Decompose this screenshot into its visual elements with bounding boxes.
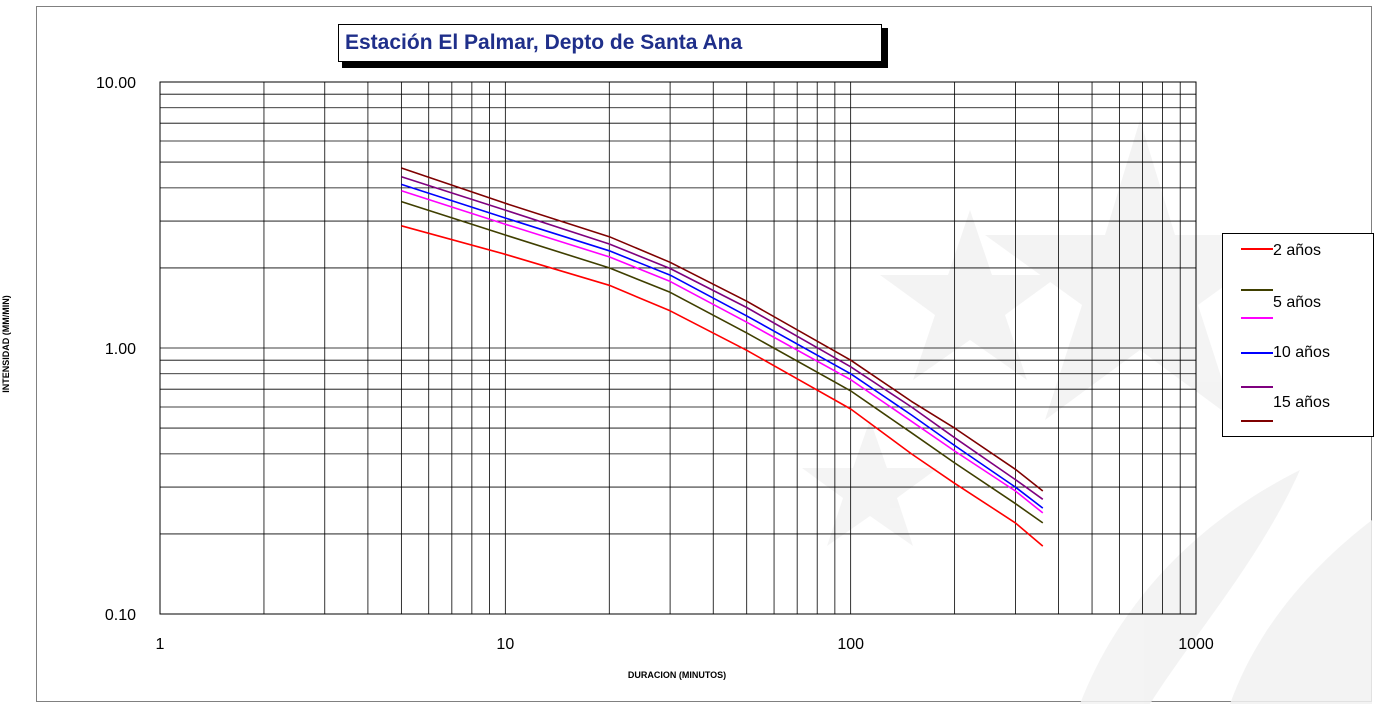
series-line-3 (401, 183, 1044, 509)
legend: 2 años 5 años 10 años 15 años (1222, 233, 1374, 437)
chart-title-box: Estación El Palmar, Depto de Santa Ana (338, 24, 882, 62)
legend-label-3: 10 años (1273, 344, 1330, 361)
legend-swatch-3 (1241, 352, 1273, 354)
legend-label-0: 2 años (1273, 242, 1322, 259)
series-line-0 (401, 225, 1044, 547)
plot-border (159, 81, 1197, 615)
series-line-2 (401, 190, 1044, 514)
y-tick-label: 0.10 (105, 607, 136, 624)
chart-title: Estación El Palmar, Depto de Santa Ana (345, 31, 743, 54)
x-tick-label: 10 (496, 636, 514, 653)
legend-swatch-1 (1241, 289, 1273, 291)
series-lines (401, 167, 1044, 547)
legend-swatch-2 (1241, 317, 1273, 319)
legend-swatch-5 (1241, 420, 1273, 422)
y-tick-label: 10.00 (96, 75, 136, 92)
x-tick-label: 100 (837, 636, 864, 653)
x-tick-label: 1000 (1178, 636, 1214, 653)
x-tick-label: 1 (156, 636, 165, 653)
series-line-5 (401, 167, 1044, 492)
series-line-1 (401, 200, 1044, 524)
y-axis-label: INTENSIDAD (MM/MIN) (1, 295, 11, 393)
grid-lines (160, 82, 1196, 614)
tick-labels: 1 10 100 1000 0.10 1.00 10.00 (96, 75, 1214, 653)
series-line-4 (401, 176, 1044, 500)
legend-label-1: 5 años (1273, 294, 1322, 311)
legend-swatch-4 (1241, 386, 1273, 388)
y-tick-label: 1.00 (105, 341, 136, 358)
legend-label-5: 15 años (1273, 394, 1330, 411)
legend-swatch-0 (1241, 248, 1273, 250)
x-axis-label: DURACION (MINUTOS) (627, 670, 727, 680)
